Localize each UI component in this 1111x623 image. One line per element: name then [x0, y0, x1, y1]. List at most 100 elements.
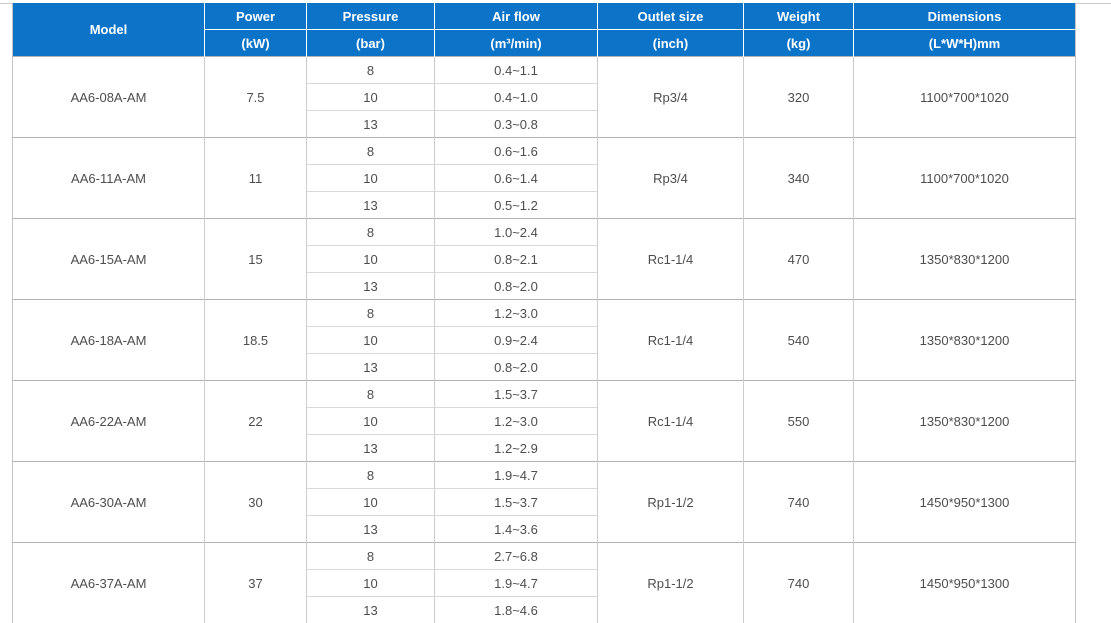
model-cell: AA6-11A-AM	[12, 137, 205, 219]
airflow-cell: 0.6~1.6	[434, 137, 598, 165]
pressure-cell: 8	[306, 299, 435, 327]
airflow-cell: 1.9~4.7	[434, 569, 598, 597]
header-pressure: Pressure	[306, 3, 435, 30]
airflow-cell: 1.4~3.6	[434, 515, 598, 543]
model-cell: AA6-22A-AM	[12, 380, 205, 462]
airflow-cell: 0.5~1.2	[434, 191, 598, 219]
airflow-cell: 1.9~4.7	[434, 461, 598, 489]
weight-cell: 470	[743, 218, 854, 300]
spec-row: 13 0.3~0.8	[13, 110, 1076, 138]
spec-row: AA6-08A-AM 7.5 8 0.4~1.1 Rp3/4 320 1100*700*10…	[12, 56, 1076, 138]
pressure-cell: 13	[306, 515, 435, 543]
spec-row: 10 0.9~2.4	[13, 326, 1076, 354]
header-outlet-size-unit: (inch)	[597, 29, 744, 57]
airflow-cell: 1.2~2.9	[434, 434, 598, 462]
pressure-cell: 13	[306, 353, 435, 381]
spec-row: 13 0.8~2.0	[13, 353, 1076, 381]
model-cell: AA6-30A-AM	[12, 461, 205, 543]
model-cell: AA6-15A-AM	[12, 218, 205, 300]
spec-table-header: Model Power Pressure Air flow Outlet siz…	[12, 3, 1076, 57]
header-airflow-unit: (m³/min)	[434, 29, 598, 57]
pressure-cell: 10	[306, 488, 435, 516]
dimensions-cell: 1350*830*1200	[853, 218, 1076, 300]
outlet-cell: Rp3/4	[597, 56, 744, 138]
airflow-cell: 1.2~3.0	[434, 299, 598, 327]
outlet-cell: Rp3/4	[597, 137, 744, 219]
spec-row: AA6-18A-AM 18.5 8 1.2~3.0 Rc1-1/4 540 1350*830…	[12, 299, 1076, 381]
spec-row: 13 1.8~4.6	[13, 596, 1076, 623]
dimensions-cell: 1450*950*1300	[853, 542, 1076, 623]
airflow-cell: 0.4~1.0	[434, 83, 598, 111]
spec-row: 13 1.4~3.6	[13, 515, 1076, 543]
outlet-cell: Rc1-1/4	[597, 380, 744, 462]
outlet-cell: Rc1-1/4	[597, 299, 744, 381]
spec-row: AA6-30A-AM 30 8 1.9~4.7 Rp1-1/2 740 1450*950*1…	[12, 461, 1076, 543]
header-airflow: Air flow	[434, 3, 598, 30]
airflow-cell: 0.8~2.1	[434, 245, 598, 273]
airflow-cell: 1.0~2.4	[434, 218, 598, 246]
pressure-cell: 10	[306, 407, 435, 435]
airflow-cell: 0.4~1.1	[434, 56, 598, 84]
dimensions-cell: 1100*700*1020	[853, 137, 1076, 219]
weight-cell: 340	[743, 137, 854, 219]
power-cell: 11	[204, 137, 307, 219]
header-model: Model	[12, 3, 205, 57]
airflow-cell: 1.8~4.6	[434, 596, 598, 623]
outlet-cell: Rp1-1/2	[597, 461, 744, 543]
header-dimensions-unit: (L*W*H)mm	[853, 29, 1076, 57]
pressure-cell: 8	[306, 137, 435, 165]
power-cell: 30	[204, 461, 307, 543]
weight-cell: 540	[743, 299, 854, 381]
airflow-cell: 0.8~2.0	[434, 272, 598, 300]
power-cell: 37	[204, 542, 307, 623]
pressure-cell: 8	[306, 542, 435, 570]
airflow-cell: 1.2~3.0	[434, 407, 598, 435]
spec-row: AA6-37A-AM 37 8 2.7~6.8 Rp1-1/2 740 1450*950*1…	[12, 542, 1076, 623]
spec-table-body: AA6-08A-AM 7.5 8 0.4~1.1 Rp3/4 320 1100*700*10…	[12, 56, 1076, 623]
model-cell: AA6-18A-AM	[12, 299, 205, 381]
pressure-cell: 13	[306, 110, 435, 138]
pressure-cell: 8	[306, 380, 435, 408]
pressure-cell: 10	[306, 245, 435, 273]
spec-row: AA6-15A-AM 15 8 1.0~2.4 Rc1-1/4 470 1350*830*1…	[12, 218, 1076, 300]
pressure-cell: 10	[306, 164, 435, 192]
dimensions-cell: 1450*950*1300	[853, 461, 1076, 543]
pressure-cell: 13	[306, 272, 435, 300]
dimensions-cell: 1100*700*1020	[853, 56, 1076, 138]
airflow-cell: 0.8~2.0	[434, 353, 598, 381]
model-cell: AA6-08A-AM	[12, 56, 205, 138]
header-outlet-size: Outlet size	[597, 3, 744, 30]
compressor-spec-table: Model Power Pressure Air flow Outlet siz…	[12, 3, 1076, 623]
spec-row: 10 1.5~3.7	[13, 488, 1076, 516]
header-weight: Weight	[743, 3, 854, 30]
pressure-cell: 8	[306, 56, 435, 84]
spec-row: AA6-11A-AM 11 8 0.6~1.6 Rp3/4 340 1100*700*102…	[12, 137, 1076, 219]
header-dimensions: Dimensions	[853, 3, 1076, 30]
airflow-cell: 1.5~3.7	[434, 380, 598, 408]
weight-cell: 740	[743, 542, 854, 623]
spec-row: 13 1.2~2.9	[13, 434, 1076, 462]
pressure-cell: 10	[306, 326, 435, 354]
spec-row: 10 0.4~1.0	[13, 83, 1076, 111]
spec-row: 13 0.8~2.0	[13, 272, 1076, 300]
airflow-cell: 1.5~3.7	[434, 488, 598, 516]
header-power-unit: (kW)	[204, 29, 307, 57]
spec-row: 10 0.6~1.4	[13, 164, 1076, 192]
power-cell: 22	[204, 380, 307, 462]
dimensions-cell: 1350*830*1200	[853, 299, 1076, 381]
power-cell: 7.5	[204, 56, 307, 138]
airflow-cell: 0.6~1.4	[434, 164, 598, 192]
spec-row: 13 0.5~1.2	[13, 191, 1076, 219]
airflow-cell: 0.3~0.8	[434, 110, 598, 138]
spec-row: AA6-22A-AM 22 8 1.5~3.7 Rc1-1/4 550 1350*830*1…	[12, 380, 1076, 462]
pressure-cell: 10	[306, 83, 435, 111]
airflow-cell: 0.9~2.4	[434, 326, 598, 354]
header-power: Power	[204, 3, 307, 30]
outlet-cell: Rc1-1/4	[597, 218, 744, 300]
dimensions-cell: 1350*830*1200	[853, 380, 1076, 462]
pressure-cell: 13	[306, 596, 435, 623]
pressure-cell: 8	[306, 218, 435, 246]
pressure-cell: 13	[306, 434, 435, 462]
pressure-cell: 10	[306, 569, 435, 597]
